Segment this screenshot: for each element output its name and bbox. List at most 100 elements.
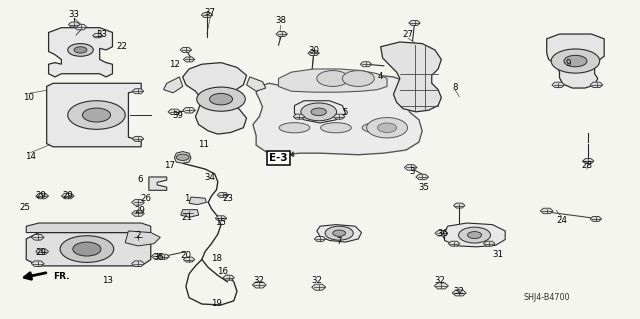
Polygon shape [180, 48, 191, 52]
Polygon shape [312, 284, 326, 290]
Polygon shape [182, 63, 246, 134]
Polygon shape [201, 12, 212, 18]
Polygon shape [582, 159, 594, 164]
Polygon shape [93, 33, 103, 38]
Polygon shape [132, 137, 144, 141]
Polygon shape [61, 193, 74, 199]
Polygon shape [183, 57, 195, 62]
Circle shape [60, 236, 114, 263]
Text: 32: 32 [454, 287, 465, 296]
Polygon shape [252, 282, 266, 288]
Text: E-3: E-3 [269, 153, 288, 163]
Polygon shape [293, 114, 305, 119]
Polygon shape [547, 34, 604, 88]
Text: 25: 25 [19, 203, 31, 212]
Polygon shape [158, 254, 170, 259]
Circle shape [209, 93, 232, 105]
Circle shape [317, 70, 349, 86]
Text: 36: 36 [437, 229, 448, 238]
Text: 23: 23 [222, 194, 233, 203]
Polygon shape [132, 89, 144, 94]
Text: 1: 1 [184, 194, 190, 203]
Text: 29: 29 [134, 206, 145, 215]
Circle shape [68, 44, 93, 56]
Polygon shape [68, 22, 80, 27]
Polygon shape [452, 290, 467, 296]
Text: 8: 8 [452, 83, 458, 92]
Text: 3: 3 [410, 167, 415, 176]
Polygon shape [449, 241, 460, 246]
Polygon shape [36, 193, 49, 199]
Text: 34: 34 [205, 174, 216, 182]
Text: 39: 39 [173, 111, 184, 120]
Polygon shape [278, 69, 387, 92]
Polygon shape [132, 211, 145, 216]
Circle shape [459, 227, 490, 243]
Text: 4: 4 [378, 72, 383, 81]
Text: 29: 29 [35, 190, 46, 200]
Text: 11: 11 [198, 140, 209, 149]
Text: 32: 32 [435, 276, 445, 285]
Polygon shape [435, 230, 448, 236]
Text: 22: 22 [116, 42, 127, 51]
Text: 30: 30 [308, 46, 319, 56]
Circle shape [301, 103, 337, 121]
Polygon shape [416, 174, 429, 180]
Polygon shape [223, 275, 234, 280]
Circle shape [83, 108, 111, 122]
Polygon shape [49, 28, 113, 77]
Polygon shape [483, 241, 495, 246]
Text: 19: 19 [211, 299, 222, 308]
Polygon shape [404, 165, 417, 170]
Polygon shape [26, 223, 151, 233]
Polygon shape [180, 210, 198, 217]
Circle shape [311, 108, 326, 116]
Polygon shape [317, 225, 362, 242]
Polygon shape [381, 42, 442, 112]
Polygon shape [31, 234, 44, 240]
Polygon shape [253, 75, 422, 155]
Polygon shape [333, 114, 345, 119]
Polygon shape [189, 197, 206, 204]
Polygon shape [454, 203, 465, 208]
Polygon shape [217, 193, 228, 197]
Circle shape [196, 87, 245, 111]
Circle shape [68, 101, 125, 129]
Ellipse shape [279, 123, 310, 133]
Text: 33: 33 [96, 30, 107, 39]
Circle shape [564, 55, 587, 67]
Text: 18: 18 [211, 254, 222, 263]
Circle shape [74, 47, 87, 53]
Text: 2: 2 [135, 231, 141, 240]
Polygon shape [276, 32, 287, 36]
Text: 9: 9 [565, 59, 570, 68]
Polygon shape [164, 77, 182, 93]
Polygon shape [36, 249, 49, 254]
Text: 5: 5 [343, 108, 348, 117]
Text: 33: 33 [68, 11, 79, 19]
Polygon shape [409, 20, 420, 26]
Polygon shape [168, 109, 180, 115]
Circle shape [367, 118, 408, 138]
Polygon shape [182, 108, 195, 113]
Text: SHJ4-B4700: SHJ4-B4700 [524, 293, 570, 302]
Text: 6: 6 [137, 175, 143, 184]
Text: 24: 24 [556, 216, 567, 225]
Text: 21: 21 [182, 213, 193, 222]
Polygon shape [174, 152, 191, 163]
Polygon shape [590, 216, 602, 221]
Polygon shape [152, 254, 163, 259]
Polygon shape [294, 101, 346, 123]
Text: 14: 14 [25, 152, 36, 161]
Circle shape [325, 226, 353, 240]
Polygon shape [132, 200, 145, 205]
Text: 17: 17 [164, 161, 175, 170]
Polygon shape [149, 177, 167, 190]
Circle shape [551, 49, 600, 73]
Text: 16: 16 [218, 267, 228, 276]
Text: 37: 37 [205, 8, 216, 17]
Circle shape [176, 154, 189, 160]
Text: 13: 13 [102, 276, 113, 285]
Text: 35: 35 [154, 253, 164, 262]
Text: 31: 31 [492, 250, 503, 259]
